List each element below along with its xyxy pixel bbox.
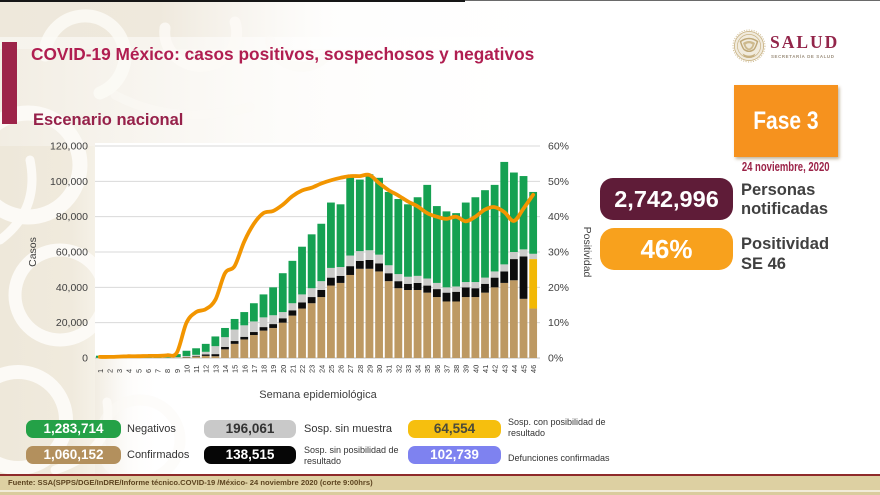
svg-text:9: 9 (173, 369, 182, 373)
svg-text:0: 0 (82, 353, 88, 365)
svg-text:40: 40 (471, 365, 480, 373)
svg-text:Casos: Casos (27, 237, 39, 267)
svg-text:20,000: 20,000 (56, 317, 88, 329)
svg-text:37: 37 (443, 365, 452, 373)
svg-text:22: 22 (298, 365, 307, 373)
svg-text:46: 46 (529, 365, 538, 373)
svg-text:30: 30 (375, 365, 384, 373)
svg-text:15: 15 (231, 365, 240, 373)
svg-text:2: 2 (105, 369, 114, 373)
svg-text:45: 45 (520, 365, 529, 373)
svg-text:3: 3 (115, 369, 124, 373)
svg-text:19: 19 (269, 365, 278, 373)
svg-text:12: 12 (202, 365, 211, 373)
svg-text:60,000: 60,000 (56, 247, 88, 259)
svg-text:50%: 50% (548, 176, 569, 188)
svg-text:34: 34 (414, 365, 423, 373)
svg-text:5: 5 (134, 369, 143, 373)
svg-text:44: 44 (510, 365, 519, 373)
svg-text:Positividad: Positividad (581, 227, 593, 278)
svg-text:31: 31 (385, 365, 394, 373)
svg-text:80,000: 80,000 (56, 211, 88, 223)
svg-text:4: 4 (125, 369, 134, 373)
svg-text:29: 29 (365, 365, 374, 373)
svg-text:35: 35 (423, 365, 432, 373)
svg-text:100,000: 100,000 (50, 176, 88, 188)
svg-text:17: 17 (250, 365, 259, 373)
svg-text:21: 21 (288, 365, 297, 373)
svg-text:10%: 10% (548, 317, 569, 329)
svg-text:23: 23 (308, 365, 317, 373)
svg-text:1: 1 (96, 369, 105, 373)
svg-text:25: 25 (327, 365, 336, 373)
svg-text:120,000: 120,000 (50, 141, 88, 153)
svg-text:20: 20 (279, 365, 288, 373)
svg-text:40,000: 40,000 (56, 282, 88, 294)
svg-text:60%: 60% (548, 141, 569, 153)
svg-text:14: 14 (221, 365, 230, 373)
svg-text:0%: 0% (548, 353, 563, 365)
svg-text:33: 33 (404, 365, 413, 373)
svg-text:13: 13 (211, 365, 220, 373)
svg-text:39: 39 (462, 365, 471, 373)
svg-text:38: 38 (452, 365, 461, 373)
svg-text:24: 24 (317, 365, 326, 373)
svg-text:26: 26 (337, 365, 346, 373)
svg-text:27: 27 (346, 365, 355, 373)
svg-text:30%: 30% (548, 247, 569, 259)
svg-text:32: 32 (394, 365, 403, 373)
svg-text:8: 8 (163, 369, 172, 373)
svg-text:40%: 40% (548, 211, 569, 223)
svg-text:42: 42 (491, 365, 500, 373)
svg-text:36: 36 (433, 365, 442, 373)
svg-text:43: 43 (500, 365, 509, 373)
svg-text:11: 11 (192, 365, 201, 373)
svg-text:Semana epidemiológica: Semana epidemiológica (259, 389, 377, 401)
svg-text:7: 7 (154, 369, 163, 373)
svg-text:6: 6 (144, 369, 153, 373)
svg-text:41: 41 (481, 365, 490, 373)
svg-text:20%: 20% (548, 282, 569, 294)
svg-text:16: 16 (240, 365, 249, 373)
svg-text:28: 28 (356, 365, 365, 373)
svg-text:10: 10 (183, 365, 192, 373)
svg-text:18: 18 (260, 365, 269, 373)
